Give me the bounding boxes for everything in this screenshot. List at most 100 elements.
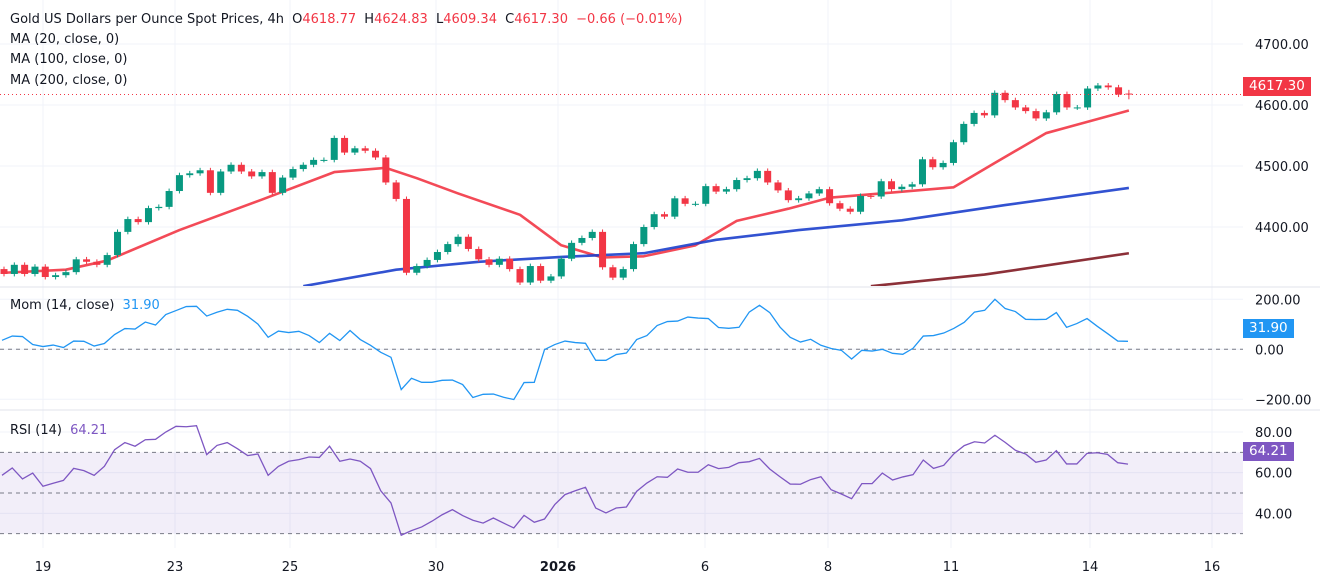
candle-body (949, 142, 957, 163)
candle-body (495, 258, 503, 265)
candle-body (1063, 94, 1071, 108)
close-value: 4617.30 (514, 12, 568, 27)
candle-body (671, 198, 679, 217)
candle-body (722, 189, 730, 192)
candle-body (1011, 100, 1019, 108)
y-tick-label: 200.00 (1255, 293, 1301, 308)
y-tick-label: 4400.00 (1255, 221, 1309, 236)
mom-legend[interactable]: Mom (14, close) 31.90 (10, 298, 164, 314)
mom-value-tag: 31.90 (1243, 319, 1294, 338)
candle-body (351, 148, 359, 153)
candle-body (1053, 94, 1061, 113)
candle-body (299, 164, 307, 170)
candle-body (691, 203, 699, 205)
candle-body (382, 157, 390, 183)
candle-body (815, 189, 823, 194)
change-value: −0.66 (−0.01%) (576, 12, 683, 27)
candle-body (1001, 92, 1009, 101)
candle-body (826, 189, 834, 204)
symbol-title[interactable]: Gold US Dollars per Ounce Spot Prices, 4… (10, 12, 284, 27)
ma20-legend[interactable]: MA (20, close, 0) (10, 32, 120, 47)
candle-body (103, 255, 111, 265)
candle-body (526, 266, 534, 283)
y-tick-label: 40.00 (1255, 507, 1292, 522)
candle-body (888, 181, 896, 190)
x-tick-label: 25 (282, 560, 299, 575)
candle-body (846, 208, 854, 212)
candle-body (980, 112, 988, 116)
candle-body (1094, 85, 1102, 89)
candle-body (485, 259, 493, 265)
candle-body (1022, 107, 1030, 112)
candle-body (588, 231, 596, 238)
mom-label: Mom (14, close) (10, 298, 115, 313)
candle-body (660, 214, 668, 217)
candle-body (206, 170, 214, 193)
candle-body (52, 275, 60, 278)
candle-body (144, 208, 152, 223)
candle-body (392, 182, 400, 199)
x-tick-label: 2026 (540, 560, 576, 575)
y-tick-label: 0.00 (1255, 343, 1284, 358)
candle-body (124, 219, 132, 232)
candle-body (630, 244, 638, 270)
candle-body (237, 164, 245, 172)
close-label: C (505, 12, 515, 27)
candle-body (258, 172, 266, 177)
candle-body (134, 219, 142, 223)
momentum-pane (0, 298, 1243, 401)
candle-body (867, 195, 875, 197)
candle-body (155, 206, 163, 209)
candle-body (609, 267, 617, 278)
axes: 19 23 25 30 2026 6 8 11 14 16 4700.00 4600.00 4500.0… (0, 38, 1320, 575)
candle-body (743, 178, 751, 181)
rsi-pane (0, 425, 1243, 537)
mom-line (1, 298, 1129, 401)
y-tick-label: −200.00 (1255, 393, 1311, 408)
rsi-value: 64.21 (70, 423, 108, 438)
candle-body (372, 150, 380, 158)
x-tick-label: 23 (167, 560, 184, 575)
candle-body (764, 170, 772, 183)
rsi-legend[interactable]: RSI (14) 64.21 (10, 423, 111, 439)
x-tick-label: 6 (701, 560, 709, 575)
high-label: H (364, 12, 375, 27)
rsi-label: RSI (14) (10, 423, 62, 438)
candle-body (795, 198, 803, 201)
candle-body (279, 177, 287, 193)
candle-body (712, 186, 720, 192)
last-price-tag: 4617.30 (1243, 77, 1311, 96)
candle-body (41, 266, 49, 278)
candle-body (702, 186, 710, 204)
candle-body (908, 184, 916, 187)
open-label: O (292, 12, 303, 27)
y-tick-label: 4500.00 (1255, 160, 1309, 175)
candle-body (557, 258, 565, 277)
candle-body (227, 164, 235, 172)
candle-body (330, 137, 338, 160)
candle-body (413, 266, 421, 273)
y-tick-label: 4700.00 (1255, 38, 1309, 53)
candle-body (0, 269, 8, 274)
candle-body (21, 264, 29, 274)
candle-body (784, 190, 792, 201)
ma200-legend[interactable]: MA (200, close, 0) (10, 73, 128, 88)
candle-body (1042, 112, 1050, 119)
candle-body (289, 169, 297, 178)
candle-body (991, 92, 999, 116)
candle-body (31, 266, 39, 274)
rsi-value-tag: 64.21 (1243, 442, 1294, 461)
candle-body (248, 171, 256, 177)
rsi-line (1, 425, 1129, 537)
price-plot (0, 83, 1133, 286)
candle-body (506, 258, 514, 270)
candle-body (681, 198, 689, 204)
candle-body (196, 170, 204, 174)
symbol-legend: Gold US Dollars per Ounce Spot Prices, 4… (10, 12, 686, 28)
high-value: 4624.83 (374, 12, 428, 27)
candle-body (516, 269, 524, 283)
candle-body (619, 269, 627, 278)
ma100-legend[interactable]: MA (100, close, 0) (10, 52, 128, 67)
candle-body (836, 203, 844, 209)
